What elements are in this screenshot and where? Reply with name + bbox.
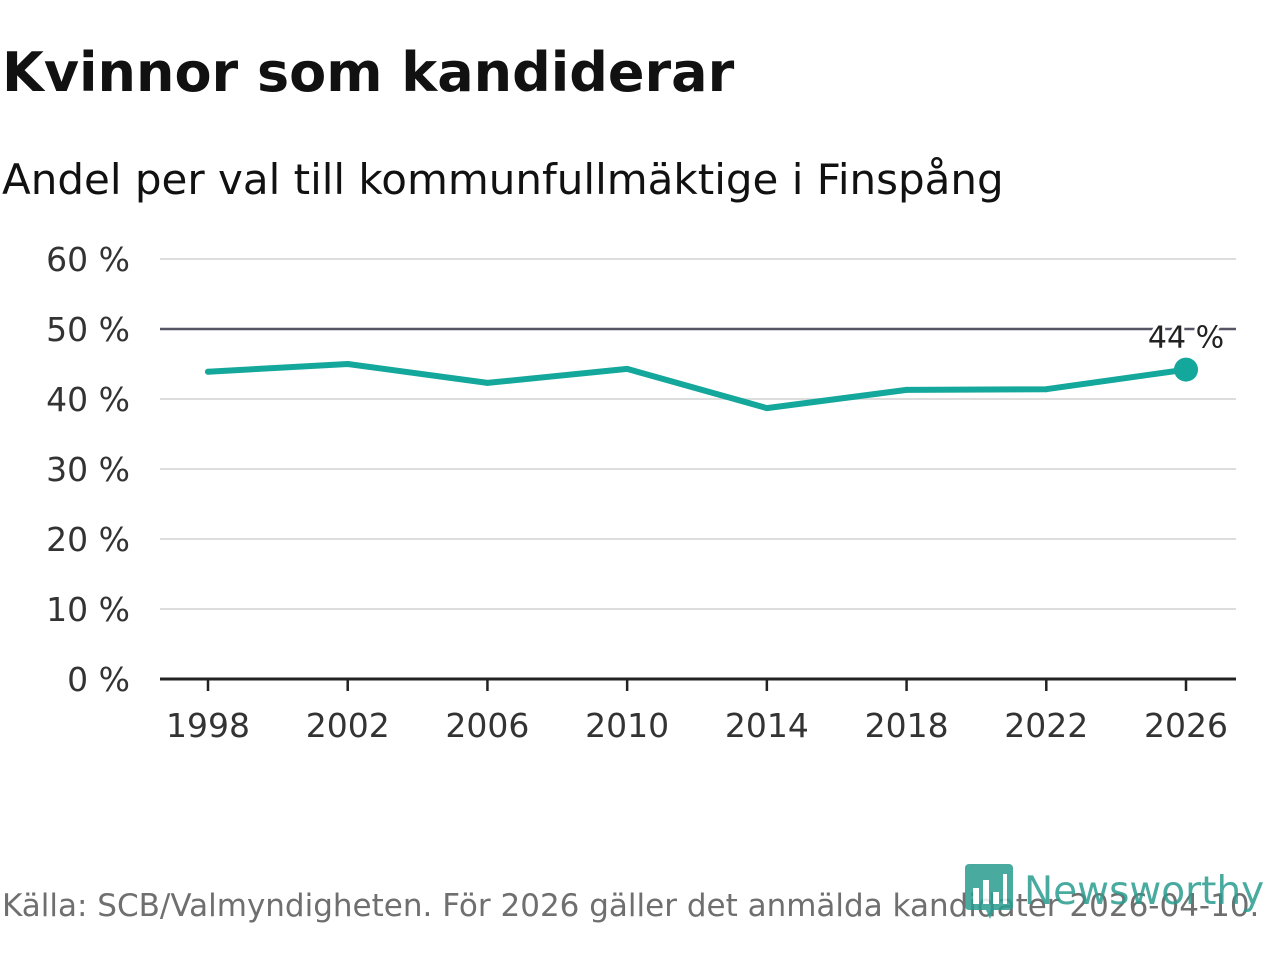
chart-title: Kvinnor som kandiderar	[2, 41, 735, 104]
chart-subtitle: Andel per val till kommunfullmäktige i F…	[2, 155, 1004, 204]
logo-text: Newsworthy	[1024, 868, 1265, 914]
line-chart: 0 % 10 % 20 % 30 % 40 % 50 % 60 % 1998 2002 2006…	[46, 240, 1236, 745]
gridlines	[160, 258, 1236, 610]
x-tick-label: 2014	[725, 706, 809, 745]
y-tick-label: 50 %	[46, 310, 130, 349]
y-tick-label: 30 %	[46, 450, 130, 489]
x-tick-label: 1998	[166, 706, 250, 745]
y-tick-label: 0 %	[67, 660, 130, 699]
x-axis	[160, 677, 1236, 691]
data-labels: 44 %	[1145, 318, 1227, 359]
last-point-label: 44 %	[1148, 321, 1224, 356]
series-group	[205, 357, 1198, 412]
series-line-andel-kvinnor	[205, 361, 1189, 412]
y-axis-tick-labels: 0 % 10 % 20 % 30 % 40 % 50 % 60 %	[46, 240, 130, 699]
y-tick-label: 10 %	[46, 590, 130, 629]
x-tick-label: 2018	[865, 706, 949, 745]
x-tick-label: 2010	[585, 706, 669, 745]
x-tick-label: 2002	[306, 706, 390, 745]
last-data-point	[1174, 357, 1198, 382]
y-tick-label: 40 %	[46, 380, 130, 419]
data-point	[624, 365, 631, 372]
data-point	[344, 361, 351, 367]
x-tick-label: 2026	[1144, 706, 1228, 745]
x-tick-label: 2006	[445, 706, 529, 745]
x-tick-label: 2022	[1004, 706, 1088, 745]
x-axis-tick-labels: 1998 2002 2006 2010 2014 2018 2022 2026	[166, 706, 1228, 745]
data-point	[903, 386, 910, 393]
bar-chart-logo-icon	[965, 864, 1013, 919]
data-point	[205, 368, 211, 375]
data-point	[1043, 386, 1050, 393]
data-point	[484, 379, 491, 386]
newsworthy-logo: Newsworthy	[964, 862, 1264, 920]
data-point	[763, 405, 770, 412]
source-note: Källa: SCB/Valmyndigheten. För 2026 gäll…	[2, 888, 1260, 924]
y-tick-label: 20 %	[46, 520, 130, 559]
y-tick-label: 60 %	[46, 240, 130, 279]
